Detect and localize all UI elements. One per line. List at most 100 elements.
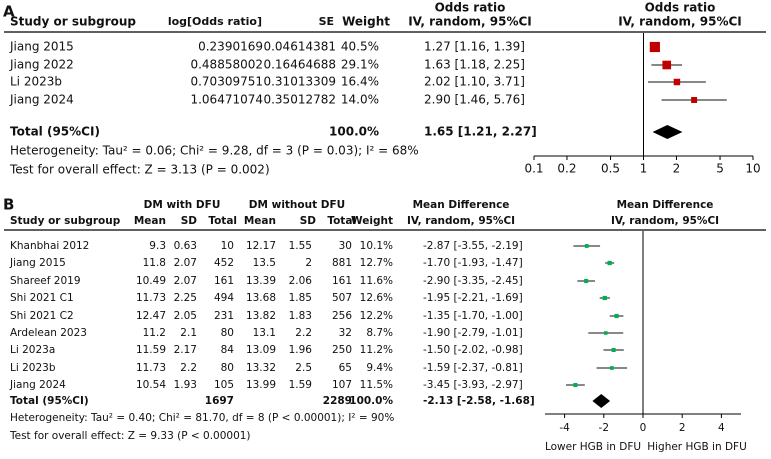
x-tick-label: 5 [716,162,724,176]
cell: 0.70309751 [190,75,263,89]
effect-ci: -1.35 [-1.70, -1.00] [423,310,523,322]
cell: 1.06471074 [190,93,263,107]
column-header: Weight [342,15,390,29]
x-tick-label: 2 [673,162,681,176]
x-tick-label: 0.1 [524,162,543,176]
effect-ci: -1.50 [-2.02, -0.98] [423,344,523,356]
cell: 80 [221,327,234,339]
weight: 9.4% [366,362,393,374]
total-label: Total (95%CI) [10,395,89,407]
cell: 80 [221,362,234,374]
effect-ci: -1.90 [-2.79, -1.01] [423,327,523,339]
cell: 10.49 [136,275,166,287]
plot-title: Odds ratio [645,1,716,15]
weight: 14.0% [341,93,379,107]
x-tick-label: 0 [640,422,647,434]
effect-square [662,60,672,70]
effect-ci: -1.95 [-2.21, -1.69] [423,292,523,304]
cell: 10 [221,240,234,252]
overall-effect: Test for overall effect: Z = 3.13 (P = 0… [9,163,270,177]
cell: 9.3 [149,240,166,252]
effect-square [584,244,589,248]
weight: 12.7% [360,257,393,269]
effect-square [609,366,614,370]
plot-subtitle: IV, random, 95%CI [611,215,719,227]
cell: 2.2 [295,327,312,339]
overall-effect: Test for overall effect: Z = 9.33 (P < 0… [9,430,251,442]
cell: 65 [339,362,352,374]
cell: 13.09 [246,344,276,356]
cell: 0.31013309 [263,75,336,89]
cell: 1.55 [289,240,312,252]
cell: 0.04614381 [263,40,336,54]
effect-ci: 1.27 [1.16, 1.39] [424,40,525,54]
effect-ci: -2.90 [-3.35, -2.45] [423,275,523,287]
cell: 231 [214,310,234,322]
x-tick-label: 0.5 [601,162,620,176]
weight: 12.6% [360,292,393,304]
cell: 11.73 [136,292,166,304]
cell: 250 [332,344,352,356]
cell: 881 [332,257,352,269]
effect-square [614,313,619,319]
cell: 0.16464688 [263,58,336,72]
effect-ci: 1.63 [1.18, 2.25] [424,58,525,72]
cell: 0.48858002 [190,58,263,72]
cell: 2.07 [174,275,197,287]
effect-subtitle: IV, random, 95%CI [408,15,532,29]
effect-ci: -2.87 [-3.55, -2.19] [423,240,523,252]
x-tick-label: 4 [718,422,725,434]
cell: 13.82 [246,310,276,322]
column-header: SD [300,215,317,227]
cell: 105 [214,379,234,391]
cell: 12.17 [246,240,276,252]
study-name: Khanbhai 2012 [10,240,89,252]
study-name: Li 2023b [10,362,56,374]
cell: 11.59 [136,344,166,356]
effect-square [649,41,660,53]
cell: 1.96 [289,344,313,356]
cell: 11.2 [143,327,166,339]
effect-ci: 2.90 [1.46, 5.76] [424,93,525,107]
cell: 84 [221,344,235,356]
effect-title: Odds ratio [435,1,506,15]
effect-title: Mean Difference [413,199,510,211]
total-ci: -2.13 [-2.58, -1.68] [423,395,535,407]
cell: 2.2 [180,362,197,374]
cell: 13.68 [246,292,276,304]
weight: 11.2% [360,344,393,356]
column-header: log[Odds ratio] [168,15,262,28]
effect-square [611,347,616,353]
effect-subtitle: IV, random, 95%CI [407,215,515,227]
x-tick-label: 10 [745,162,760,176]
cell: 2.1 [180,327,197,339]
cell: 1.83 [289,310,312,322]
plot-subtitle: IV, random, 95%CI [618,15,742,29]
column-header: Study or subgroup [10,215,121,227]
cell: 1.85 [289,292,312,304]
cell: 2.25 [174,292,197,304]
cell: 11.8 [143,257,166,269]
cell: 494 [214,292,234,304]
cell: 107 [332,379,352,391]
x-tick-label: 1 [640,162,648,176]
cell: 13.32 [246,362,276,374]
weight: 29.1% [341,58,379,72]
total-weight: 100.0% [329,125,379,139]
effect-ci: -1.70 [-1.93, -1.47] [423,257,523,269]
weight: 10.1% [360,240,393,252]
cell: 507 [332,292,352,304]
effect-square [673,78,681,86]
cell: 1.93 [174,379,197,391]
effect-ci: 2.02 [1.10, 3.71] [424,75,525,89]
study-name: Jiang 2024 [9,379,66,391]
column-header: SD [181,215,198,227]
effect-ci: -1.59 [-2.37, -0.81] [423,362,523,374]
column-header: Total [208,215,237,227]
panel-label: B [3,196,14,214]
x-tick-label: -4 [559,422,570,434]
axis-label: Lower HGB in DFU [545,441,641,453]
effect-square [607,260,612,266]
cell: 2.07 [174,257,197,269]
